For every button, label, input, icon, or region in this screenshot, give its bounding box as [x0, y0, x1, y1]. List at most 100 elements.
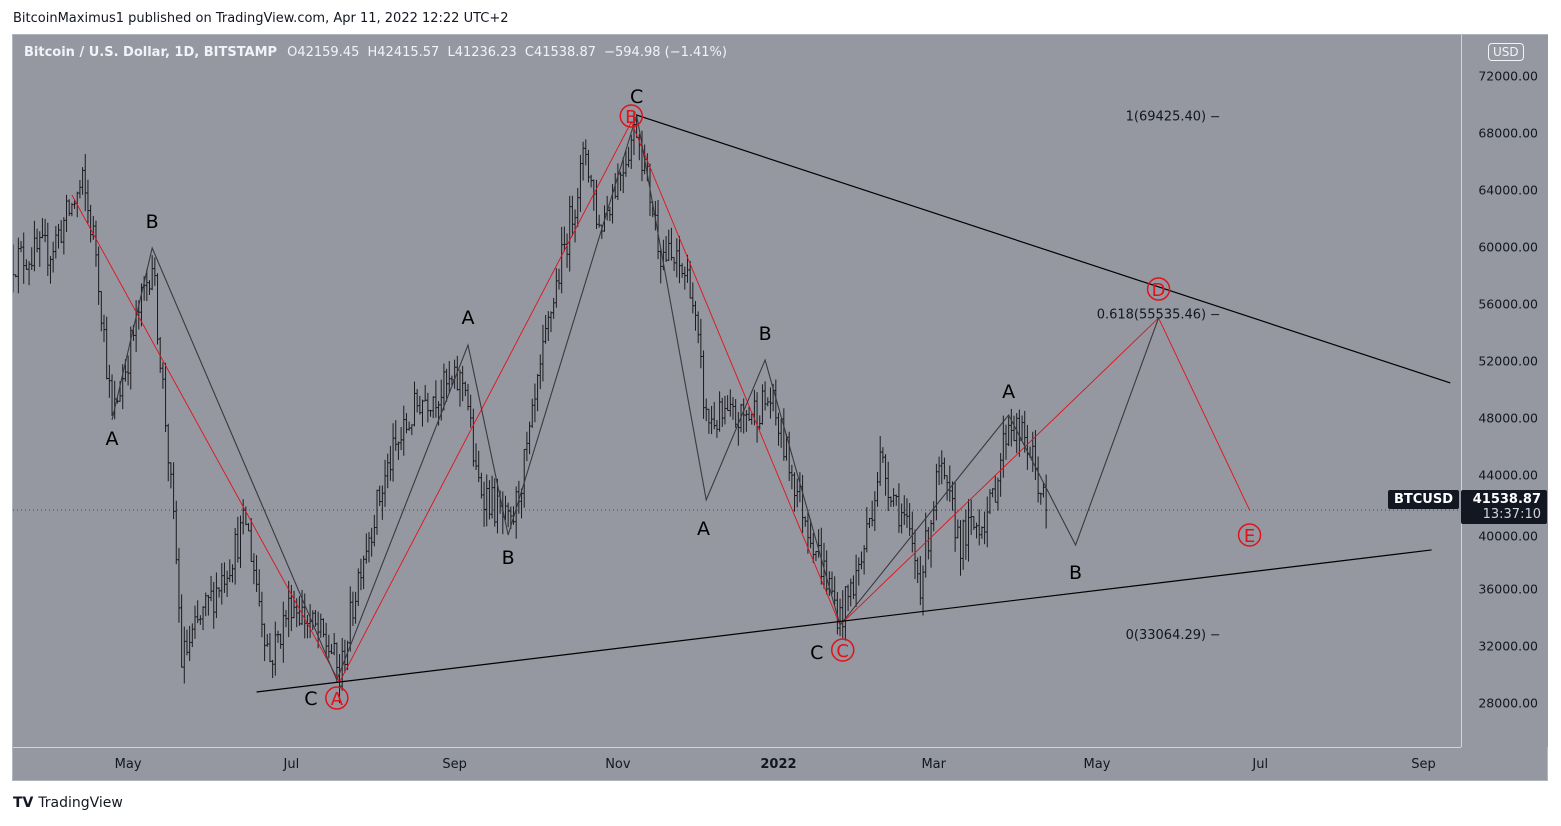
ohlc-bar [332, 633, 336, 656]
ohlc-bar [584, 139, 588, 166]
ohlc-bar [479, 472, 483, 499]
ohlc-bar [811, 533, 815, 564]
ohlc-bar [985, 496, 989, 548]
ohlc-bar [423, 385, 427, 402]
ohlc-bar [993, 475, 997, 503]
ohlc-bar [370, 527, 374, 557]
ohlc-bar [918, 556, 922, 606]
wave-label-A: A [462, 307, 475, 329]
ohlc-bar [870, 500, 874, 527]
ohlc-bar [493, 478, 497, 527]
ohlc-bar [822, 542, 826, 589]
ohlc-bar [827, 571, 831, 597]
ohlc-bar [73, 199, 76, 209]
ohlc-bar [306, 615, 309, 639]
ohlc-bar [241, 499, 245, 535]
ohlc-bar [627, 146, 631, 168]
ohlc-bar [819, 527, 823, 585]
ohlc-bar [801, 474, 804, 533]
ohlc-bar [793, 472, 796, 512]
ohlc-bar [940, 450, 944, 485]
ohlc-bar [372, 514, 376, 547]
ohlc-bar [482, 481, 486, 527]
ohlc-bar [544, 314, 548, 344]
tradingview-logo[interactable]: 𝗧𝗩 TradingView [13, 795, 123, 811]
open-label: O [287, 45, 298, 60]
red-wave-line [71, 120, 1250, 684]
price-tick: 64000.00 [1478, 182, 1538, 198]
ohlc-bar [407, 421, 411, 431]
ohlc-bar [865, 507, 869, 553]
high-value: 42415.57 [377, 45, 440, 60]
price-tick: 48000.00 [1478, 410, 1538, 426]
wave-label-B: B [1069, 562, 1082, 584]
ohlc-bar [809, 519, 813, 549]
ohlc-bar [608, 206, 612, 222]
ohlc-bar [723, 395, 727, 425]
ohlc-bar [471, 408, 475, 467]
ohlc-bar [769, 387, 772, 419]
ohlc-bar [65, 194, 68, 232]
ohlc-bar [825, 550, 829, 595]
ohlc-bar [356, 568, 360, 607]
ohlc-bar [276, 630, 280, 643]
ohlc-bar [686, 254, 689, 283]
ohlc-bar [937, 456, 941, 485]
ohlc-bar [868, 517, 871, 529]
ohlc-bar [177, 547, 181, 623]
ohlc-bar [621, 157, 625, 194]
red-wave-label-B: B [625, 107, 637, 128]
ohlc-bar [375, 489, 379, 535]
ohlc-bar [541, 324, 545, 382]
ohlc-bar [463, 381, 467, 397]
fib-level-label: 0(33064.29) [1126, 628, 1206, 643]
ohlc-bar [975, 522, 978, 539]
ohlc-bar [683, 266, 687, 290]
price-tick: 52000.00 [1478, 353, 1538, 369]
ohlc-bar [110, 374, 114, 416]
ohlc-bar [579, 154, 582, 212]
ohlc-bar [554, 268, 558, 308]
price-tick: 40000.00 [1478, 528, 1538, 544]
time-tick: 2022 [760, 757, 797, 772]
ohlc-bar [378, 485, 382, 507]
ohlc-bar [364, 533, 368, 564]
ohlc-bar [761, 384, 764, 425]
ohlc-bar [806, 509, 810, 554]
price-chart[interactable]: ABCABCABCABABCDE1(69425.40)0.618(55535.4… [13, 35, 1461, 747]
ohlc-bar [860, 551, 863, 570]
ohlc-bar [528, 421, 531, 455]
ohlc-bar [33, 220, 36, 272]
ohlc-bar [894, 494, 898, 506]
ohlc-bar [902, 495, 906, 525]
high-label: H [367, 45, 378, 60]
ohlc-bar [134, 300, 138, 352]
ohlc-bar [803, 516, 807, 527]
ohlc-bar [212, 581, 216, 629]
price-tick: 60000.00 [1478, 239, 1538, 255]
ohlc-bar [397, 441, 400, 460]
ohlc-bar [284, 609, 288, 628]
ohlc-bar [659, 248, 663, 284]
symbol-legend: Bitcoin / U.S. Dollar, 1D, BITSTAMP O4215… [24, 45, 731, 60]
time-axis[interactable]: May Jul Sep Nov 2022 Mar May Jul Sep [13, 747, 1461, 781]
ohlc-bar [279, 633, 283, 649]
ohlc-bar [348, 586, 352, 652]
wave-label-C: C [810, 642, 823, 664]
currency-button[interactable]: USD [1488, 43, 1524, 61]
wave-label-B: B [502, 547, 515, 569]
price-tick: 28000.00 [1478, 695, 1538, 711]
close-label: C [524, 45, 534, 60]
ohlc-bar [1012, 415, 1016, 442]
ohlc-bar [239, 515, 242, 568]
price-axis[interactable]: 72000.00 68000.00 64000.00 60000.00 56000.00… [1461, 35, 1548, 747]
ohlc-bar [405, 412, 408, 434]
ohlc-bar [99, 291, 103, 332]
ohlc-bar [458, 369, 462, 407]
ohlc-bar [410, 424, 414, 436]
ohlc-bar [51, 241, 55, 273]
ohlc-bar [908, 503, 912, 536]
ohlc-bar [383, 459, 387, 507]
ohlc-bar [477, 450, 481, 483]
ohlc-bar [265, 634, 269, 647]
